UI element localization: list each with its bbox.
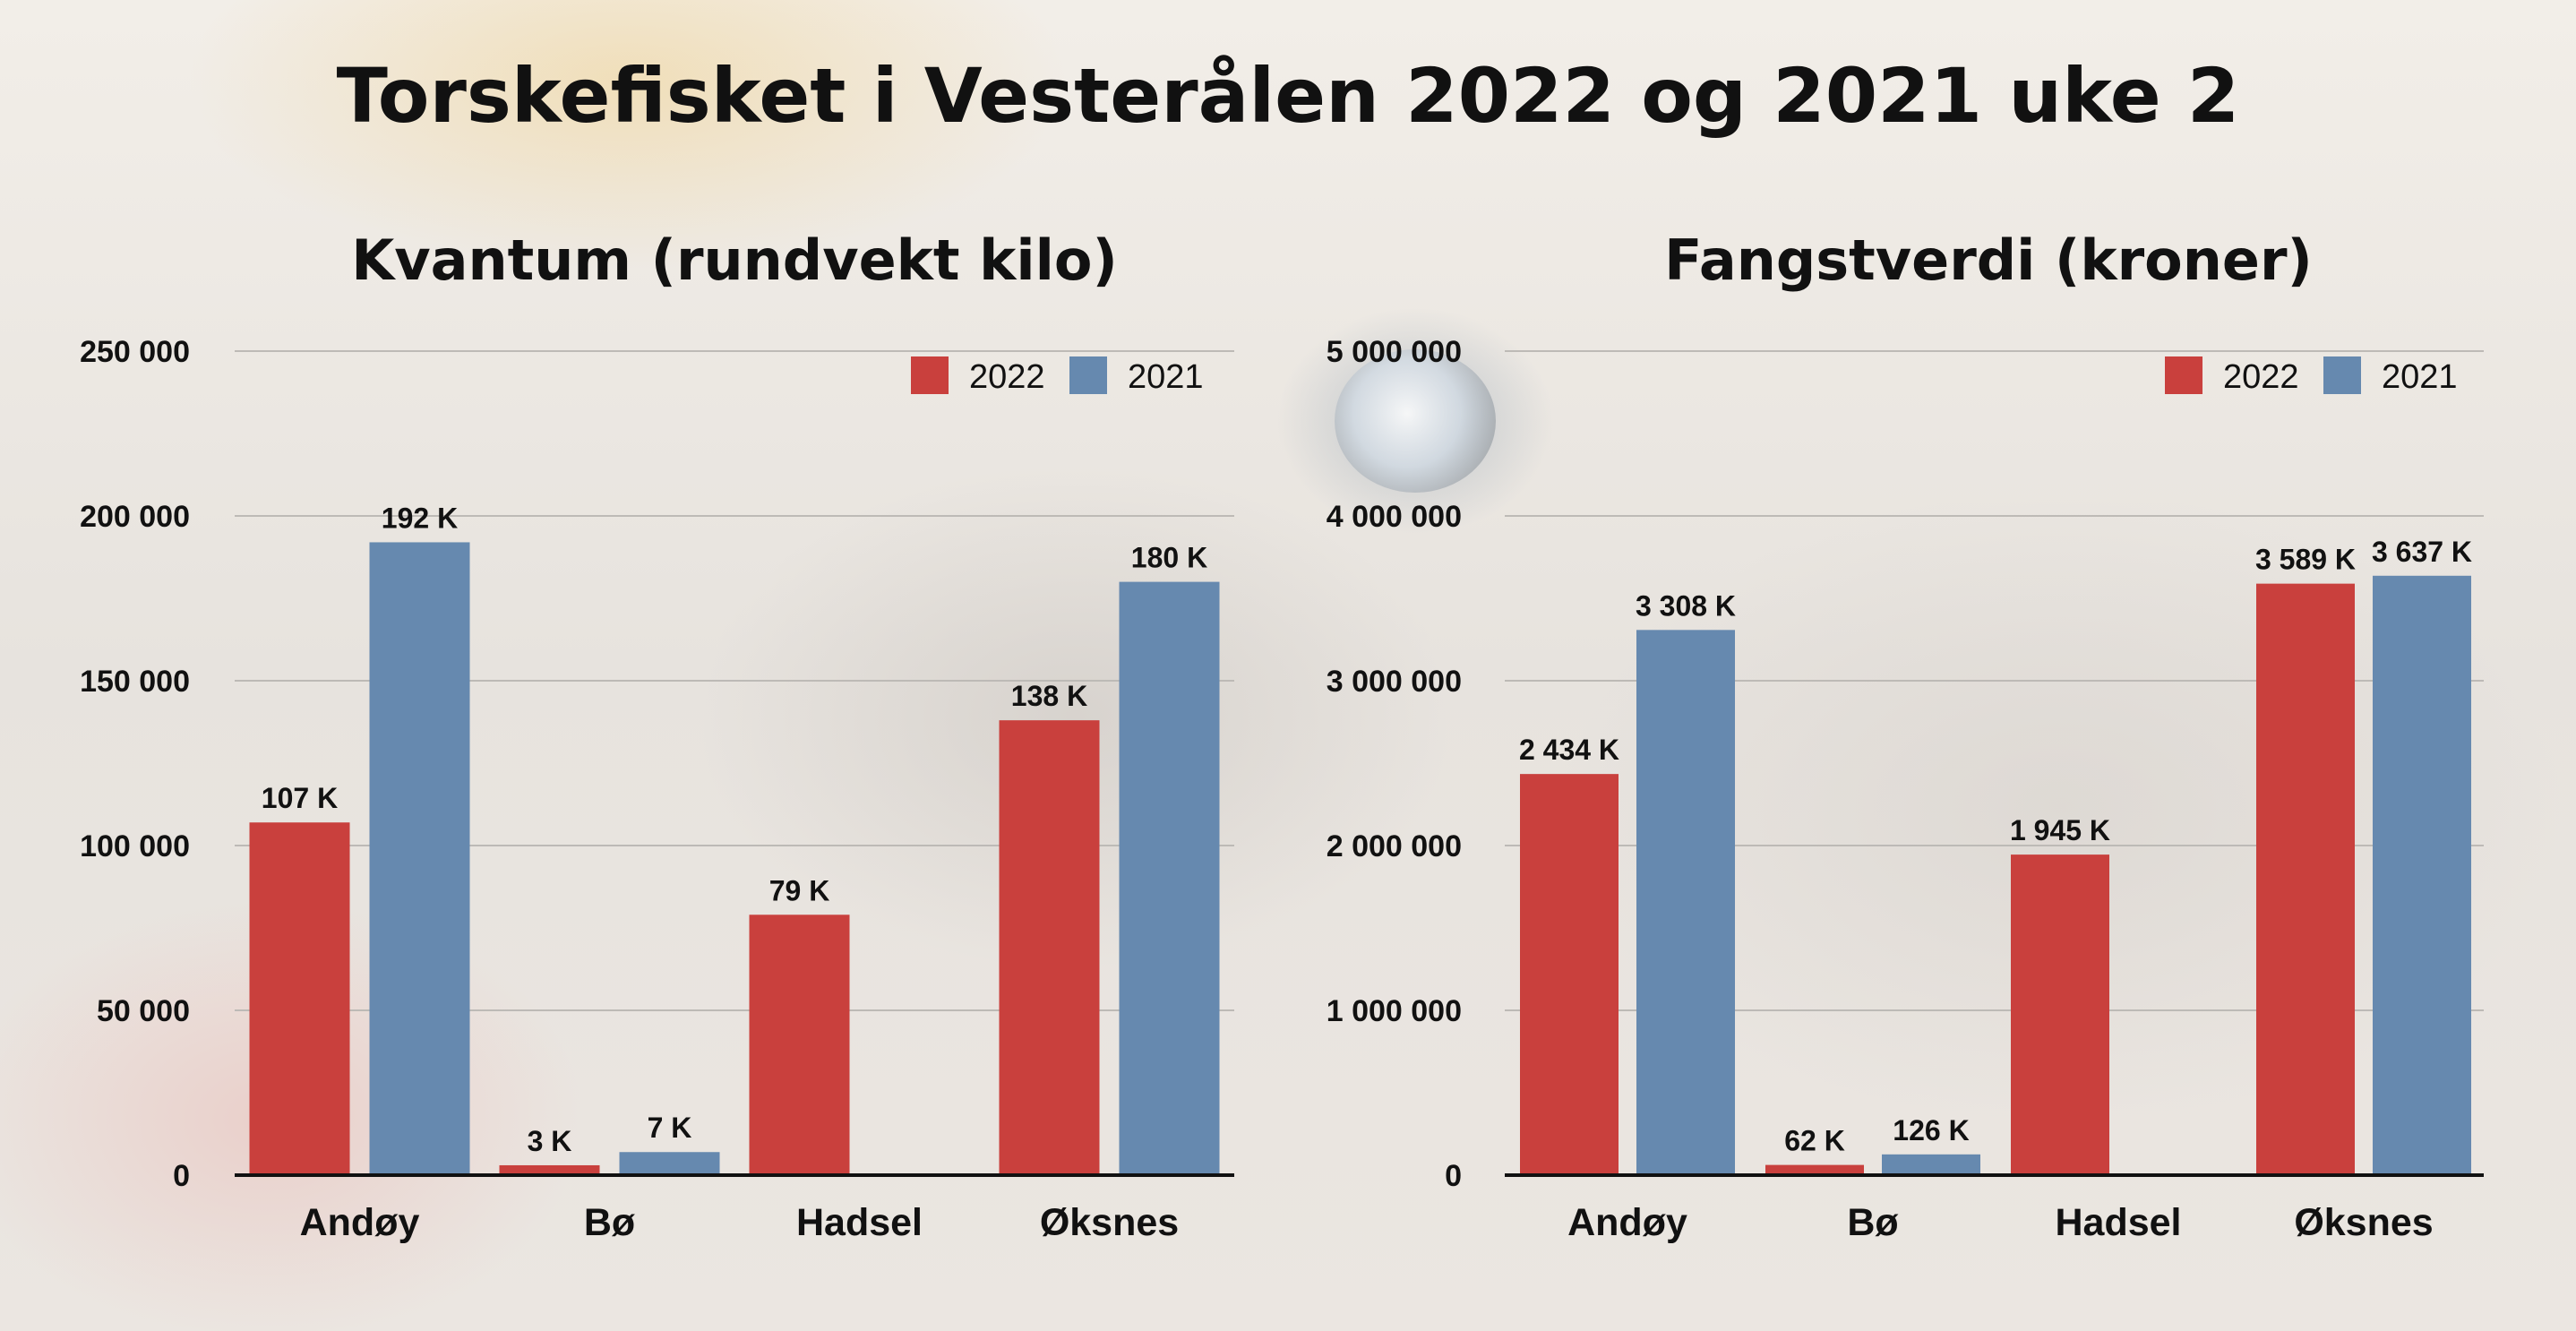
x-category-hadsel: Hadsel (796, 1201, 923, 1244)
y-tick-label: 3 000 000 (1327, 665, 1462, 699)
bar-hadsel-2022 (2011, 854, 2109, 1175)
kvantum-chart-title: Kvantum (rundvekt kilo) (351, 228, 1118, 293)
y-tick-label: 250 000 (80, 335, 190, 369)
x-category-bo: Bø (584, 1201, 636, 1244)
y-tick-label: 4 000 000 (1327, 500, 1462, 534)
y-tick-label: 2 000 000 (1327, 829, 1462, 863)
legend-label-2022: 2022 (2223, 358, 2299, 396)
legend-swatch-2021 (2323, 356, 2361, 394)
y-tick-label: 0 (1445, 1159, 1462, 1193)
legend-label-2021: 2021 (1128, 358, 1204, 396)
bar-oksnes-2022 (999, 720, 1100, 1175)
x-category-bo: Bø (1847, 1201, 1899, 1244)
data-label-andoy-2021: 3 308 K (1636, 589, 1736, 622)
data-label-bo-2022: 62 K (1784, 1125, 1845, 1157)
data-label-oksnes-2021: 180 K (1131, 542, 1207, 574)
y-tick-label: 50 000 (97, 994, 190, 1028)
fish-eye-background (1335, 349, 1496, 493)
data-label-oksnes-2022: 138 K (1011, 680, 1087, 712)
y-tick-label: 100 000 (80, 829, 190, 863)
data-label-andoy-2021: 192 K (382, 502, 458, 534)
bar-bo-2021 (1882, 1154, 1980, 1175)
y-tick-label: 1 000 000 (1327, 994, 1462, 1028)
data-label-bo-2021: 7 K (648, 1112, 692, 1144)
data-label-hadsel-2022: 79 K (769, 874, 830, 906)
bar-andoy-2021 (1636, 630, 1735, 1175)
bar-bo-2022 (1765, 1164, 1864, 1175)
y-tick-label: 0 (173, 1159, 190, 1193)
bar-andoy-2022 (249, 822, 350, 1175)
page-title: Torskefisket i Vesterålen 2022 og 2021 u… (336, 52, 2240, 140)
x-category-hadsel: Hadsel (2055, 1201, 2181, 1244)
x-category-oksnes: Øksnes (2294, 1201, 2433, 1244)
data-label-andoy-2022: 107 K (262, 782, 338, 814)
legend-swatch-2022 (2165, 356, 2202, 394)
data-label-bo-2021: 126 K (1893, 1114, 1969, 1146)
legend-swatch-2021 (1069, 356, 1107, 394)
x-category-andoy: Andøy (300, 1201, 420, 1244)
data-label-hadsel-2022: 1 945 K (2010, 814, 2110, 846)
bar-andoy-2021 (369, 542, 470, 1175)
y-tick-label: 150 000 (80, 665, 190, 699)
y-tick-label: 200 000 (80, 500, 190, 534)
data-label-bo-2022: 3 K (528, 1125, 572, 1157)
legend-label-2022: 2022 (969, 358, 1045, 396)
bar-oksnes-2022 (2256, 583, 2355, 1175)
legend-swatch-2022 (911, 356, 949, 394)
fangstverdi-chart-title: Fangstverdi (kroner) (1664, 228, 2313, 293)
bar-bo-2021 (619, 1152, 720, 1175)
y-tick-label: 5 000 000 (1327, 335, 1462, 369)
x-category-oksnes: Øksnes (1040, 1201, 1179, 1244)
bar-andoy-2022 (1520, 774, 1619, 1175)
bar-oksnes-2021 (2373, 575, 2471, 1175)
x-category-andoy: Andøy (1567, 1201, 1687, 1244)
data-label-oksnes-2021: 3 637 K (2372, 536, 2472, 568)
bar-bo-2022 (499, 1164, 600, 1175)
data-label-andoy-2022: 2 434 K (1519, 734, 1619, 766)
bar-oksnes-2021 (1119, 581, 1220, 1175)
data-label-oksnes-2022: 3 589 K (2255, 544, 2356, 576)
bar-hadsel-2022 (749, 915, 850, 1175)
legend-label-2021: 2021 (2382, 358, 2458, 396)
